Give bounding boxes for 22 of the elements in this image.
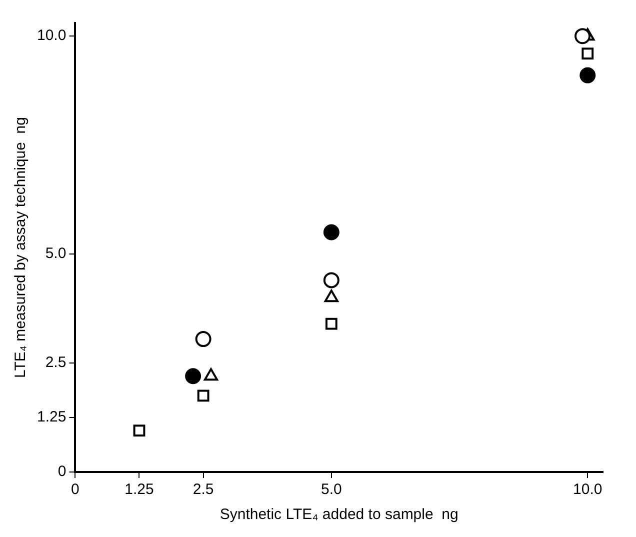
point — [580, 67, 596, 84]
point — [582, 48, 594, 60]
x-tick-label: 1.25 — [124, 481, 154, 498]
point — [323, 272, 340, 288]
point — [197, 390, 210, 402]
x-axis-title: Synthetic LTE₄ added to sample ng — [220, 506, 458, 524]
point — [325, 318, 338, 330]
y-tick-label: 1.25 — [36, 408, 66, 426]
y-tick-label: 2.5 — [45, 354, 66, 372]
x-tick-label: 2.5 — [192, 481, 214, 498]
point — [133, 424, 146, 437]
x-tick-label: 5.0 — [320, 481, 342, 498]
y-tick-label: 5.0 — [45, 245, 66, 262]
y-tick-label: 10.0 — [36, 27, 66, 44]
y-axis-title: LTE₄ measured by assay technique ng — [12, 117, 30, 378]
point — [185, 368, 202, 384]
y-tick-label: 0 — [58, 463, 66, 480]
x-tick-label: 0 — [71, 481, 80, 498]
x-tick-label: 10.0 — [573, 481, 602, 498]
point — [195, 331, 212, 348]
point — [574, 28, 591, 44]
point — [323, 224, 340, 240]
